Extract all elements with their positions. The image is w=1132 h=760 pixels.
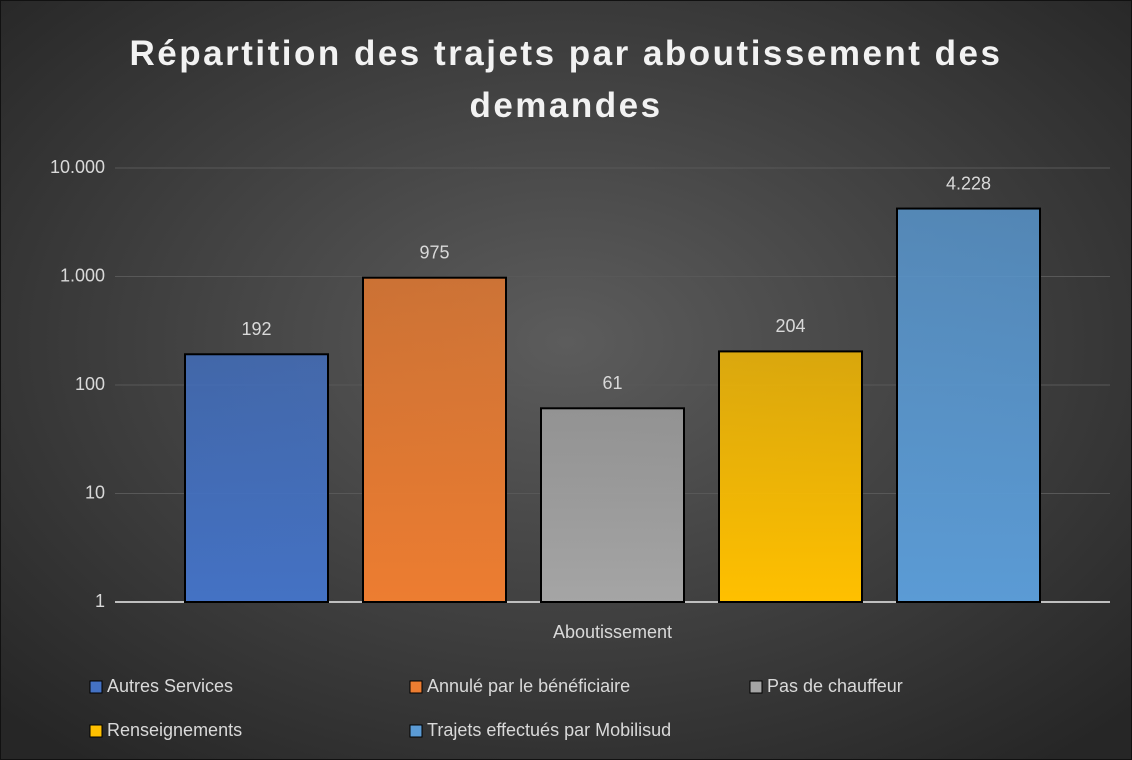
y-tick-label: 1 [95,591,105,611]
y-tick-label: 10 [85,482,105,502]
legend-label: Renseignements [107,720,242,740]
legend-swatch [409,680,423,694]
data-label: 192 [241,319,271,339]
legend-label: Pas de chauffeur [767,676,903,696]
y-tick-label: 10.000 [50,157,105,177]
legend-label: Annulé par le bénéficiaire [427,676,630,696]
data-label: 204 [775,316,805,336]
chart-title: Répartition des trajets par aboutissemen… [129,34,1003,125]
bar [718,350,863,603]
x-tick-label: Aboutissement [553,622,672,642]
legend-label: Autres Services [107,676,233,696]
data-label: 4.228 [946,173,991,193]
y-tick-label: 100 [75,374,105,394]
legend-swatch [409,724,423,738]
bar [896,207,1041,603]
y-tick-label: 1.000 [60,265,105,285]
legend-label: Trajets effectués par Mobilisud [427,720,671,740]
data-label: 61 [602,373,622,393]
legend-swatch [89,680,103,694]
data-label: 975 [419,242,449,262]
bar [362,276,507,603]
bar [184,353,329,603]
legend-swatch [89,724,103,738]
bar [540,407,685,603]
legend-swatch [749,680,763,694]
